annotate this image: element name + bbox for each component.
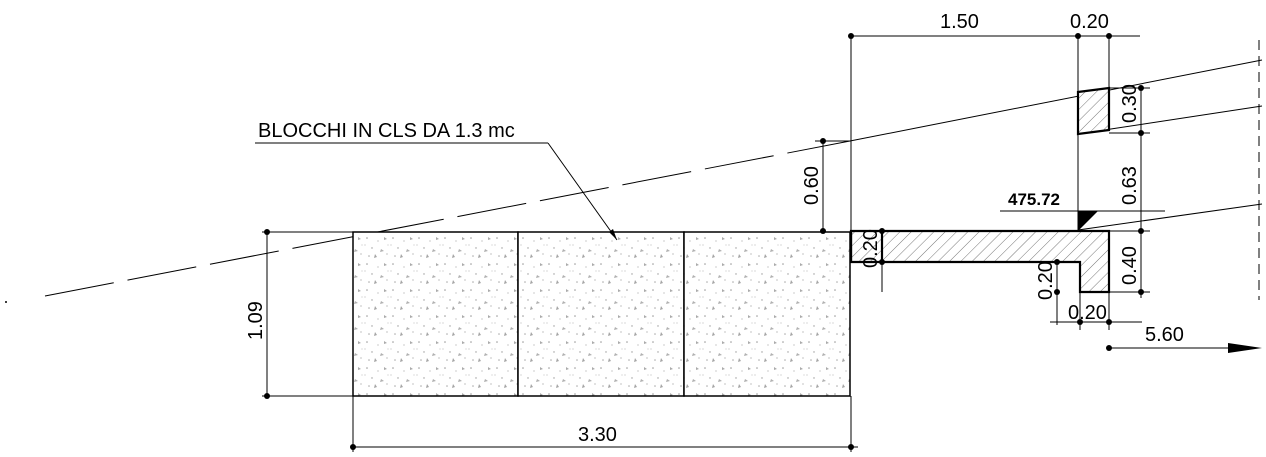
dim-step-width: 0.20: [1068, 302, 1107, 324]
label-leader: [547, 142, 618, 241]
concrete-block-3: [683, 231, 851, 397]
direction-arrow: [1228, 343, 1262, 353]
dim-step-height: 0.20: [1035, 261, 1057, 300]
dim-top-thickness: 0.20: [1070, 11, 1109, 33]
concrete-block-2: [517, 231, 685, 397]
concrete-block-1: [352, 231, 519, 397]
dim-block-width: 3.30: [578, 424, 617, 446]
dim-right-upper: 0.30: [1119, 84, 1141, 123]
ground-line-dashed: [44, 140, 851, 297]
elevation-label: 475.72: [1008, 190, 1060, 209]
dim-left-height: 0.60: [801, 166, 823, 205]
dim-right-lower: 0.40: [1119, 246, 1141, 285]
upper-curb: [1076, 86, 1111, 136]
dim-distance: 5.60: [1145, 324, 1184, 346]
blocks-label: BLOCCHI IN CLS DA 1.3 mc: [258, 120, 515, 142]
ground-line-right-lower: [1077, 203, 1263, 231]
dim-block-height: 1.09: [245, 301, 267, 340]
dim-right-middle: 0.63: [1119, 166, 1141, 205]
dim-top-width: 1.50: [940, 11, 979, 33]
elevation-marker: [1078, 211, 1098, 231]
ground-line-extension: [849, 59, 1263, 142]
dim-slab-thickness: 0.20: [860, 229, 882, 268]
